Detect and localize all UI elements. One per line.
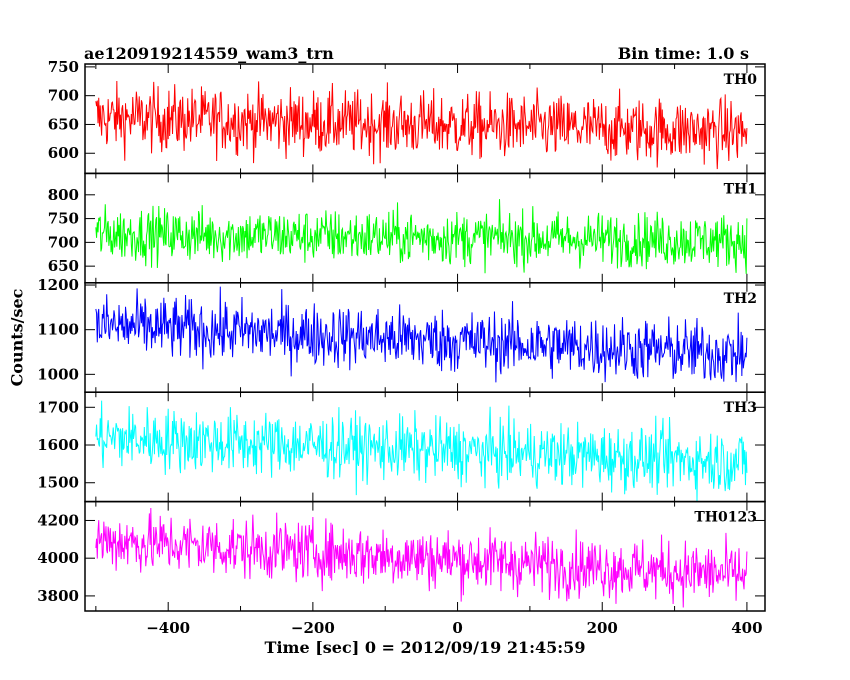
series-line-th0123: [95, 507, 748, 608]
y-tick-label: 600: [48, 144, 79, 162]
series-line-th1: [95, 199, 748, 274]
y-tick-label: 4200: [37, 511, 79, 529]
y-tick-label: 4000: [37, 549, 79, 567]
y-tick-label: 650: [48, 257, 79, 275]
y-tick-label: 1000: [37, 365, 79, 383]
series-line-th3: [95, 400, 748, 502]
x-tick-label: 200: [587, 619, 618, 637]
y-tick-label: 1500: [37, 474, 79, 492]
y-axis-label: Counts/sec: [7, 288, 27, 387]
y-tick-label: 1700: [37, 398, 79, 416]
series-line-th2: [95, 286, 748, 383]
bin-time-label: Bin time: 1.0 s: [617, 44, 749, 63]
panel-frame-th0123: [84, 500, 766, 612]
y-tick-label: 3800: [37, 587, 79, 605]
y-tick-label: 800: [48, 186, 79, 204]
panel-label-th3: TH3: [724, 400, 757, 416]
panel-label-th0: TH0: [724, 72, 758, 88]
y-tick-label: 700: [48, 87, 79, 105]
panel-label-th2: TH2: [724, 291, 757, 307]
y-tick-label: 1100: [37, 321, 79, 339]
x-tick-label: 400: [731, 619, 762, 637]
panel-frame-th2: [84, 282, 766, 393]
x-axis-label: Time [sec] 0 = 2012/09/19 21:45:59: [264, 638, 586, 657]
series-line-th0: [95, 81, 748, 170]
x-tick-label: −200: [291, 619, 335, 637]
y-tick-label: 650: [48, 115, 79, 133]
y-tick-label: 1600: [37, 436, 79, 454]
y-tick-label: 1200: [37, 276, 79, 294]
y-tick-label: 700: [48, 233, 79, 251]
chart-title: ae120919214559_wam3_trn: [84, 44, 334, 63]
y-tick-label: 750: [48, 58, 79, 76]
y-tick-label: 750: [48, 210, 79, 228]
panel-label-th0123: TH0123: [694, 510, 757, 526]
x-tick-label: −400: [146, 619, 190, 637]
panel-label-th1: TH1: [724, 181, 757, 197]
x-tick-label: 0: [452, 619, 462, 637]
